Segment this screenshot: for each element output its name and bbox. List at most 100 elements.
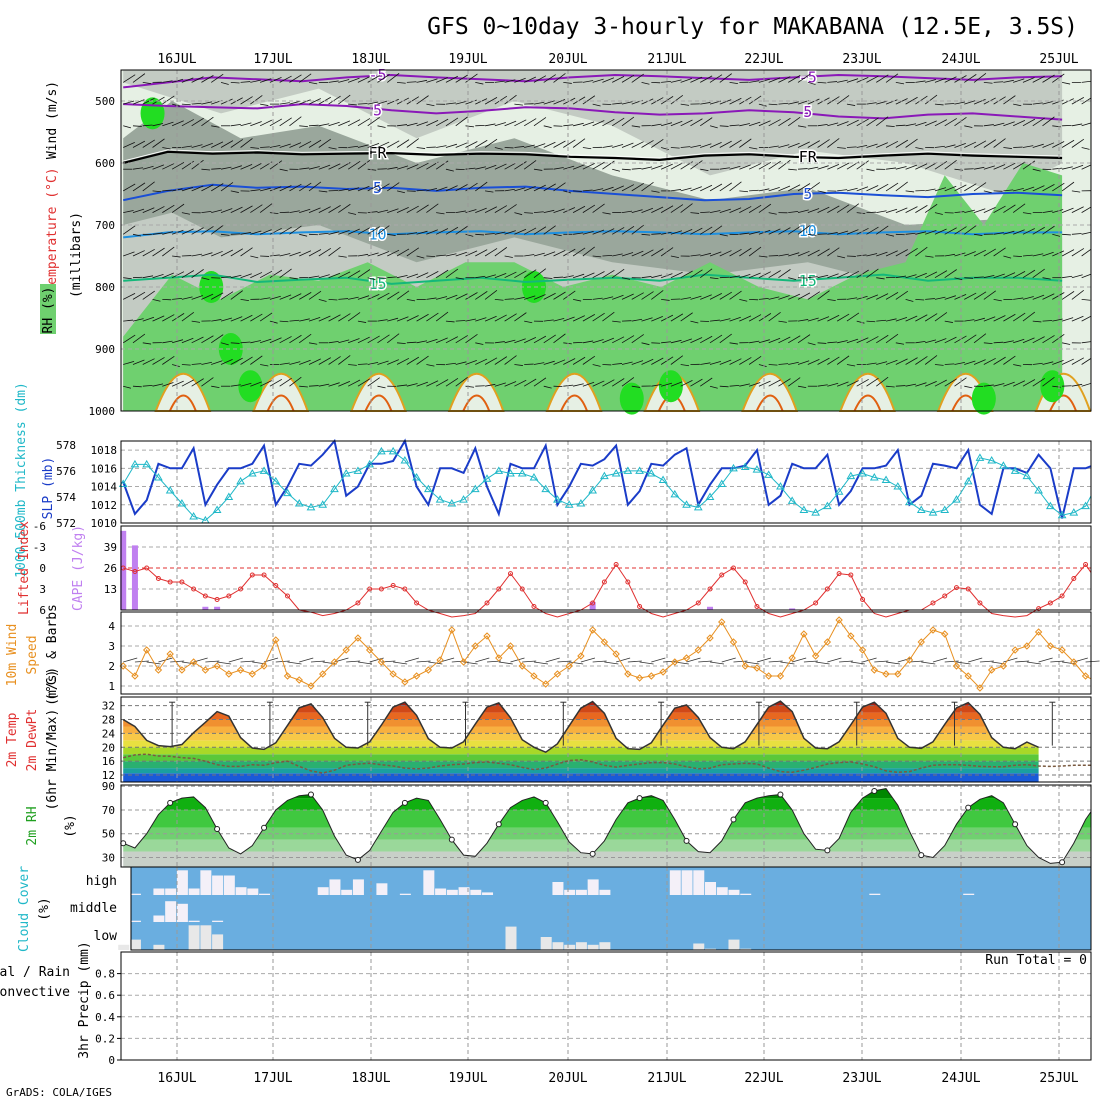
upper-ytick-2: 700: [95, 219, 115, 232]
precip-ytick-1: 0.2: [95, 1032, 115, 1045]
temp-ytick-2: 20: [102, 741, 115, 754]
rh-band-fill-4: [121, 798, 1091, 810]
thk-ytick-1: 574: [56, 491, 76, 504]
ylabel-wind: Wind (m/s): [45, 81, 60, 159]
rh-band-fill-3: [121, 810, 1091, 828]
cloud-bar-low-10: [576, 942, 587, 950]
wind10-barb: [933, 658, 947, 662]
date-label-bottom-0: 16JUL: [157, 1071, 196, 1086]
date-label-top-2: 18JUL: [351, 52, 390, 67]
cloud-row-label-middle: middle: [70, 901, 117, 916]
wind10-barb: [651, 658, 665, 662]
date-label-top-7: 23JUL: [842, 52, 881, 67]
wind10-barb: [968, 658, 982, 662]
cloud-bar-high-12: [329, 879, 340, 895]
rh-point: [778, 792, 783, 797]
cloud-bar-high-1: [153, 889, 164, 896]
cloud-bar-high-7: [224, 876, 235, 896]
rh-ytick-3: 90: [102, 780, 115, 793]
wind10-barb: [299, 658, 313, 662]
cloud-bar-high-17: [423, 870, 434, 895]
date-label-bottom-3: 19JUL: [448, 1071, 487, 1086]
cloud-bar-low-11: [588, 945, 599, 950]
rh-point: [966, 805, 971, 810]
wind10-barb: [546, 658, 560, 662]
ylabel-cape: CAPE (J/kg): [71, 525, 86, 611]
wind10-barb: [1003, 658, 1017, 662]
cloud-bar-low-6: [505, 927, 516, 950]
slp-ytick-0: 1010: [91, 517, 118, 530]
cloud-bar-high-28: [670, 870, 681, 895]
ylabel-rh-pct: (%): [63, 814, 78, 837]
rh-blob-7: [972, 383, 996, 415]
date-label-bottom-6: 22JUL: [744, 1071, 783, 1086]
ylabel-cloud: Cloud Cover: [17, 866, 32, 952]
cloud-bar-high-24: [564, 890, 575, 895]
date-label-top-6: 22JUL: [744, 52, 783, 67]
wind10-barb: [722, 658, 736, 662]
thk-ytick-2: 576: [56, 465, 76, 478]
temp-contour-label-3-1: 5: [803, 185, 812, 203]
ylabel-speed: Speed: [25, 635, 40, 674]
temp-contour-label-1-1: 5: [803, 103, 812, 121]
cloud-bar-middle-5: [212, 921, 223, 922]
cloud-bar-low-1: [130, 940, 141, 950]
date-label-bottom-9: 25JUL: [1039, 1071, 1078, 1086]
cloud-bar-middle-1: [153, 916, 164, 923]
upper-ytick-0: 500: [95, 95, 115, 108]
cloud-bar-high-2: [165, 889, 176, 896]
cloud-bar-middle-2: [165, 901, 176, 922]
temp-band-6: [121, 733, 1091, 740]
ylabel-convective: Convective: [0, 985, 70, 1000]
rh-point: [215, 826, 220, 831]
cloud-row-label-low: low: [94, 929, 118, 944]
li-ytick-2: 0: [39, 562, 46, 575]
li-ytick-3: 3: [39, 583, 46, 596]
ylabel-2mdewpt: 2m DewPt: [25, 709, 40, 772]
precip-ytick-0: 0: [108, 1054, 115, 1067]
cloud-bar-high-10: [259, 894, 270, 895]
upper-ytick-3: 800: [95, 281, 115, 294]
rh-ytick-0: 30: [102, 851, 115, 864]
cloud-bar-middle-4: [189, 921, 200, 922]
slp-ytick-1: 1012: [91, 499, 118, 512]
rh-point: [825, 848, 830, 853]
wind-ytick-0: 1: [108, 680, 115, 693]
temp-ytick-1: 16: [102, 755, 115, 768]
cloud-bar-high-13: [341, 890, 352, 895]
cloud-bar-low-9: [564, 945, 575, 950]
rh-point: [496, 822, 501, 827]
cloud-bar-high-19: [447, 890, 458, 895]
wind10-barb: [1086, 661, 1100, 662]
cloud-bar-high-31: [705, 882, 716, 895]
rh-blob-0: [141, 97, 165, 129]
cloud-bar-high-8: [236, 887, 247, 895]
cloud-bar-low-0: [118, 945, 129, 950]
date-label-top-8: 24JUL: [941, 52, 980, 67]
date-label-top-1: 17JUL: [253, 52, 292, 67]
ylabel-rh: RH (%): [41, 287, 56, 334]
wind10-barb: [581, 658, 595, 662]
cloud-bar-low-13: [693, 944, 704, 951]
date-label-bottom-7: 23JUL: [842, 1071, 881, 1086]
wind-ytick-1: 2: [108, 660, 115, 673]
rh-point: [168, 800, 173, 805]
ylabel-temperature: Temperature (°C): [45, 167, 60, 292]
cloud-bar-high-15: [376, 883, 387, 895]
date-label-bottom-8: 24JUL: [941, 1071, 980, 1086]
run-total: Run Total = 0: [985, 953, 1087, 968]
date-label-bottom-4: 20JUL: [548, 1071, 587, 1086]
wind-ytick-2: 3: [108, 640, 115, 653]
cloud-bar-high-14: [353, 879, 364, 895]
li-ytick-0: -6: [33, 520, 46, 533]
wind10-barb: [616, 658, 630, 662]
ylabel-cloud-pct: (%): [37, 897, 52, 920]
cloud-row-label-high: high: [86, 874, 117, 889]
ylabel-precip: 3hr Precip (mm): [77, 941, 92, 1058]
cloud-bar-high-9: [247, 889, 258, 896]
rh-band-fill-1: [121, 840, 1091, 852]
temp-band-3: [121, 754, 1091, 761]
cloud-bar-high-34: [740, 894, 751, 895]
